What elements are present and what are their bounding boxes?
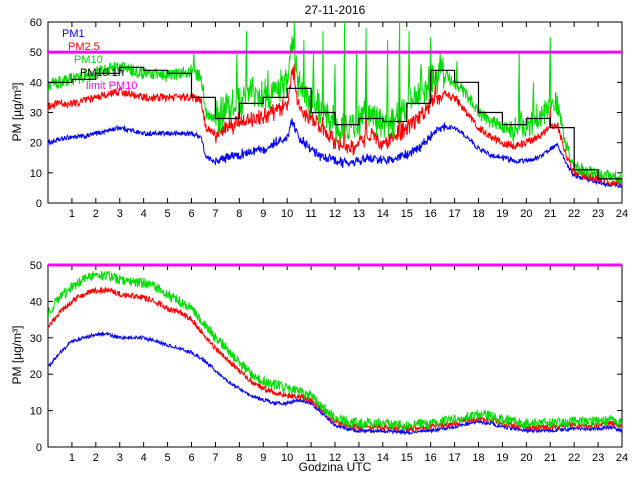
x-tick-label: 2 [93,452,99,464]
x-tick-label: 18 [472,208,484,220]
series-pm25 [47,64,623,187]
x-tick-label: 21 [544,452,556,464]
x-tick-label: 13 [353,208,365,220]
x-tick-label: 9 [260,452,266,464]
x-tick-label: 20 [520,452,532,464]
x-tick-label: 3 [117,452,123,464]
chart-title: 27-11-2016 [304,3,366,17]
y-tick-label: 50 [30,260,42,272]
series-pm10 [47,21,623,185]
x-tick-label: 12 [329,452,341,464]
y-tick-label: 0 [36,198,42,210]
x-tick-label: 3 [117,208,123,220]
x-tick-label: 13 [353,452,365,464]
x-tick-label: 4 [141,452,147,464]
y-tick-label: 40 [30,296,42,308]
x-tick-label: 4 [141,208,147,220]
x-tick-label: 14 [377,452,389,464]
x-tick-label: 24 [616,452,628,464]
x-tick-label: 5 [165,452,171,464]
series-pm1 [47,330,623,436]
x-tick-label: 16 [425,208,437,220]
x-tick-label: 8 [236,208,242,220]
y-tick-label: 40 [30,77,42,89]
y-tick-label: 10 [30,168,42,180]
x-tick-label: 19 [496,452,508,464]
plot-top: 1 2 3 4 5 6 7 8 9 10 11 12 13 14 15 16 17 18 19 20 21 22 23 240… [30,17,628,220]
y-tick-label: 0 [36,442,42,454]
y-axis-label-top: PM [µg/m³] [10,82,24,142]
x-tick-label: 20 [520,208,532,220]
series-pm1 [47,118,623,189]
x-tick-label: 23 [592,452,604,464]
y-tick-label: 10 [30,406,42,418]
x-tick-label: 18 [472,452,484,464]
x-tick-label: 7 [212,208,218,220]
y-tick-label: 20 [30,369,42,381]
y-tick-label: 30 [30,333,42,345]
x-tick-label: 2 [93,208,99,220]
x-tick-label: 16 [425,452,437,464]
x-tick-label: 12 [329,208,341,220]
x-tick-label: 11 [305,452,316,464]
x-tick-label: 5 [165,208,171,220]
x-tick-label: 9 [260,208,266,220]
x-tick-label: 10 [281,208,293,220]
x-tick-label: 10 [281,452,293,464]
y-axis-label-bottom: PM [µg/m³] [10,325,24,385]
legend-item-pm1: PM1 [62,28,85,40]
x-axis-label: Godzina UTC [298,460,372,474]
x-tick-label: 7 [212,452,218,464]
x-tick-label: 6 [188,452,194,464]
x-tick-label: 11 [305,208,316,220]
x-tick-label: 14 [377,208,389,220]
legend-item-limit-pm10: limit PM10 [86,80,138,92]
y-tick-label: 60 [30,17,42,29]
series-pm10 [47,270,623,431]
legend-item-pm25: PM2.5 [68,41,100,53]
x-tick-label: 8 [236,452,242,464]
series-pm10-1h [48,66,622,180]
x-tick-label: 6 [188,208,194,220]
x-tick-label: 1 [69,452,75,464]
y-tick-label: 20 [30,138,42,150]
legend-item-pm10-1h: PM10 1h [80,67,125,79]
x-tick-label: 1 [69,208,75,220]
y-tick-label: 30 [30,108,42,120]
x-tick-label: 15 [401,208,413,220]
y-tick-label: 50 [30,47,42,59]
x-tick-label: 17 [448,452,460,464]
x-tick-label: 15 [401,452,413,464]
legend-item-pm10: PM10 [74,54,103,66]
x-tick-label: 24 [616,208,628,220]
x-tick-label: 17 [448,208,460,220]
x-tick-label: 22 [568,452,580,464]
x-tick-label: 22 [568,208,580,220]
x-tick-label: 23 [592,208,604,220]
plot-bottom: 1 2 3 4 5 6 7 8 9 10 11 12 13 14 15 16 17 18 19 20 21 22 23 240… [30,260,628,464]
x-tick-label: 19 [496,208,508,220]
x-tick-label: 21 [544,208,556,220]
